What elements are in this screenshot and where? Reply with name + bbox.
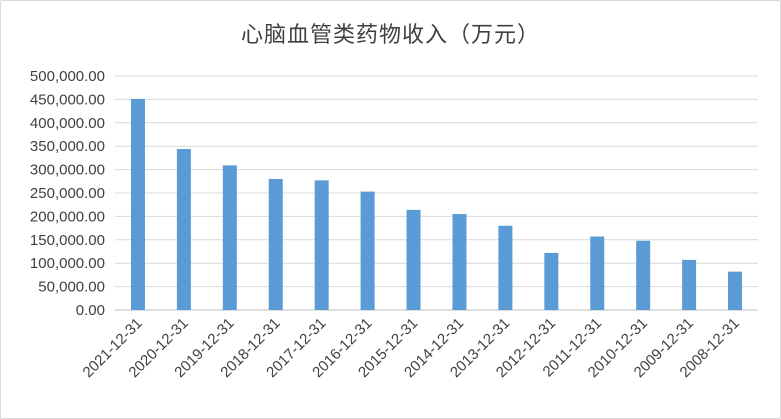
bar xyxy=(222,165,237,310)
bars xyxy=(130,98,743,310)
bar xyxy=(452,214,467,310)
y-tick-label: 150,000.00 xyxy=(30,232,105,249)
y-tick-label: 250,000.00 xyxy=(30,185,105,202)
gridlines xyxy=(115,75,758,311)
bar xyxy=(268,178,283,310)
bar xyxy=(314,180,329,310)
bar xyxy=(636,240,651,310)
bar xyxy=(682,259,697,310)
y-tick-label: 400,000.00 xyxy=(30,115,105,132)
y-tick-label: 50,000.00 xyxy=(38,279,105,296)
bar xyxy=(176,149,191,310)
bar xyxy=(590,236,605,310)
y-tick-label: 450,000.00 xyxy=(30,91,105,108)
bar xyxy=(406,209,421,310)
bar xyxy=(544,252,559,310)
bar xyxy=(360,191,375,310)
y-axis-ticks: 0.00 50,000.00 100,000.00 150,000.00 200,000… xyxy=(30,68,105,319)
x-axis-ticks: 2021-12-312020-12-312019-12-312018-12-31… xyxy=(80,315,743,381)
y-tick-label: 200,000.00 xyxy=(30,208,105,225)
bar xyxy=(130,98,145,310)
y-tick-label: 300,000.00 xyxy=(30,162,105,179)
bar xyxy=(498,225,513,310)
y-tick-label: 350,000.00 xyxy=(30,138,105,155)
y-tick-label: 100,000.00 xyxy=(30,255,105,272)
y-tick-label: 0.00 xyxy=(76,302,105,319)
bar xyxy=(728,271,743,310)
y-tick-label: 500,000.00 xyxy=(30,68,105,85)
chart-title: 心脑血管类药物收入（万元） xyxy=(240,23,540,48)
